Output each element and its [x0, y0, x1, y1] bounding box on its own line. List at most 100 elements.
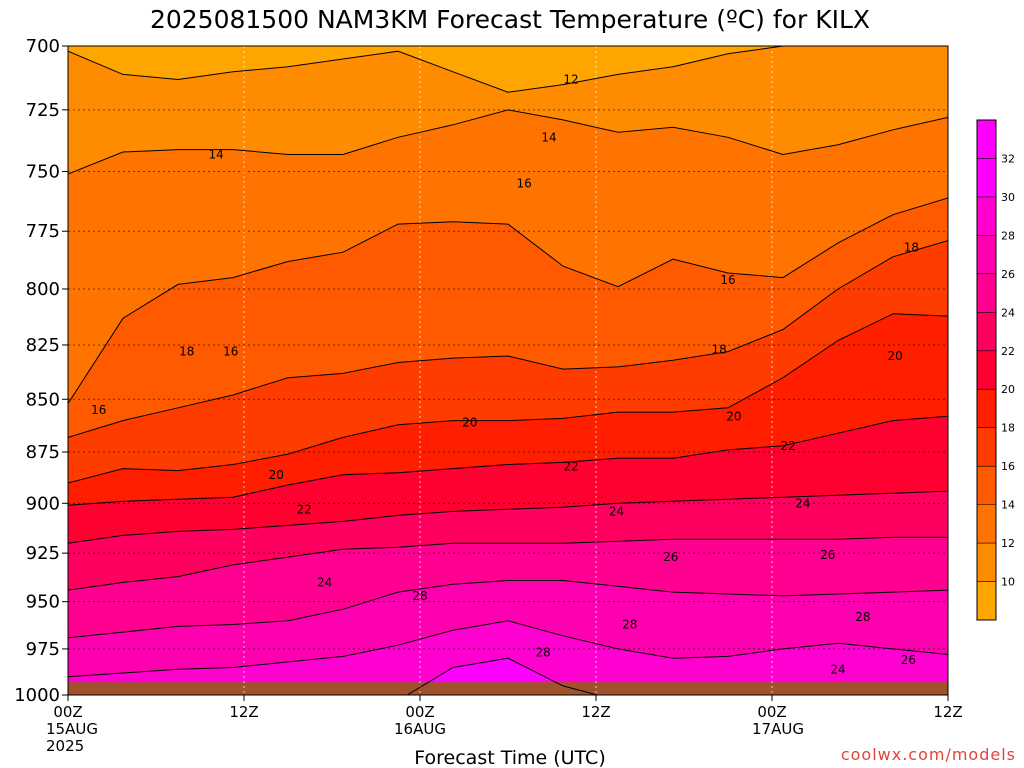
terrain-strip [68, 682, 948, 695]
temperature-fill [68, 46, 948, 695]
y-tick-label-925: 925 [26, 543, 60, 564]
colorbar-label-10: 10 [1001, 576, 1015, 589]
contour-22 [68, 415, 948, 506]
x-tick-label-48-1: 17AUG [752, 720, 804, 738]
x-tick-label-60-0: 12Z [933, 703, 962, 721]
contour-label-2: 14 [541, 130, 556, 144]
contour-24 [68, 490, 948, 544]
y-tick-label-750: 750 [26, 162, 60, 183]
colorbar-swatch-11 [977, 158, 996, 198]
contour-label-18: 24 [795, 496, 810, 510]
y-tick-label-1000: 1000 [14, 685, 60, 706]
contour-label-1: 14 [208, 147, 223, 161]
y-axis: 700 725 750 775 800 825 850 875 900 925 950 975 1000 [14, 36, 68, 706]
colorbar-label-12: 12 [1001, 537, 1015, 550]
contour-label-16: 22 [296, 502, 311, 516]
y-tick-label-875: 875 [26, 442, 60, 463]
contour-label-3: 16 [516, 177, 531, 191]
contour-label-6: 16 [91, 403, 106, 417]
contour-label-20: 24 [830, 662, 845, 676]
colorbar-swatch-1 [977, 543, 996, 583]
colorbar-swatch-0 [977, 581, 996, 621]
x-tick-label-0-1: 15AUG [46, 720, 98, 738]
colorbar-label-30: 30 [1001, 191, 1015, 204]
contour-16 [68, 197, 948, 404]
x-tick-label-36-0: 12Z [581, 703, 610, 721]
colorbar-swatch-12 [977, 120, 996, 159]
contour-label-24: 28 [412, 589, 427, 603]
colorbar-label-16: 16 [1001, 460, 1015, 473]
x-tick-label-0-0: 00Z [53, 703, 82, 721]
contour-label-5: 16 [720, 273, 735, 287]
x-axis-label: Forecast Time (UTC) [414, 747, 605, 768]
contour-label-9: 18 [904, 241, 919, 255]
contour-label-8: 18 [712, 342, 727, 356]
contour-labels: 12 14 14 16 16 16 16 18 18 18 20 20 20 20 22 22 22 24 24 24… [91, 72, 919, 676]
contour-label-27: 28 [536, 646, 551, 660]
contour-label-0: 12 [563, 72, 578, 86]
x-tick-label-24-0: 00Z [405, 703, 434, 721]
x-tick-label-24-1: 16AUG [394, 720, 446, 738]
colorbar-swatch-9 [977, 235, 996, 275]
contour-label-7: 18 [179, 345, 194, 359]
contour-lines [68, 46, 948, 695]
contour-label-17: 24 [609, 504, 624, 518]
colorbar-label-22: 22 [1001, 345, 1015, 358]
colorbar-label-20: 20 [1001, 383, 1015, 396]
colorbar-label-14: 14 [1001, 499, 1015, 512]
colorbar-label-26: 26 [1001, 268, 1015, 281]
contour-14 [68, 109, 948, 175]
contour-32 [406, 657, 600, 695]
contour-12 [68, 46, 787, 93]
x-tick-label-12-0: 12Z [229, 703, 258, 721]
contour-label-14: 22 [563, 460, 578, 474]
colorbar-swatch-8 [977, 273, 996, 313]
grid-lines [68, 46, 948, 695]
colorbar-frame [976, 119, 997, 621]
contour-label-22: 26 [820, 548, 835, 562]
contour-label-11: 20 [726, 409, 741, 423]
terrain [68, 682, 948, 695]
contour-18 [68, 240, 948, 438]
y-tick-label-700: 700 [26, 36, 60, 57]
y-tick-label-975: 975 [26, 639, 60, 660]
colorbar-swatch-6 [977, 350, 996, 390]
y-tick-label-775: 775 [26, 221, 60, 242]
contour-label-21: 26 [663, 550, 678, 564]
y-tick-label-825: 825 [26, 335, 60, 356]
y-tick-label-900: 900 [26, 493, 60, 514]
x-tick-label-0-2: 2025 [46, 737, 84, 755]
colorbar-label-28: 28 [1001, 229, 1015, 242]
y-tick-label-800: 800 [26, 279, 60, 300]
contour-label-13: 20 [269, 468, 284, 482]
colorbar-swatch-10 [977, 196, 996, 236]
colorbar: 10 12 14 16 18 20 22 24 26 28 30 32 [976, 119, 1015, 621]
colorbar-swatch-4 [977, 427, 996, 467]
credit-text: coolwx.com/models [841, 745, 1016, 764]
colorbar-swatch-5 [977, 389, 996, 429]
chart-title: 2025081500 NAM3KM Forecast Temperature (… [150, 5, 870, 34]
contour-label-25: 28 [622, 618, 637, 632]
contour-label-4: 16 [223, 345, 238, 359]
contour-28 [68, 580, 948, 639]
contour-label-19: 24 [317, 575, 332, 589]
colorbar-label-24: 24 [1001, 306, 1015, 319]
contour-26 [68, 536, 948, 591]
y-tick-label-725: 725 [26, 100, 60, 121]
colorbar-label-32: 32 [1001, 152, 1015, 165]
contour-label-23: 26 [901, 653, 916, 667]
contour-label-15: 22 [780, 439, 795, 453]
colorbar-swatch-2 [977, 504, 996, 544]
contour-20 [68, 313, 948, 484]
colorbar-swatch-7 [977, 312, 996, 352]
contour-30 [68, 620, 948, 678]
x-tick-label-48-0: 00Z [757, 703, 786, 721]
plot-frame [67, 45, 949, 696]
colorbar-swatch-3 [977, 466, 996, 506]
colorbar-label-18: 18 [1001, 422, 1015, 435]
contour-label-10: 20 [462, 416, 477, 430]
contour-label-26: 28 [855, 610, 870, 624]
contour-label-12: 20 [888, 349, 903, 363]
